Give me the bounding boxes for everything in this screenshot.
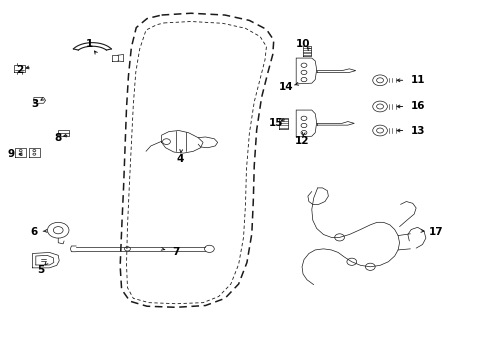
Text: 5: 5 — [37, 265, 44, 275]
Text: 14: 14 — [278, 82, 293, 93]
Text: 17: 17 — [427, 227, 442, 237]
Text: 1: 1 — [85, 40, 93, 49]
Text: 2: 2 — [17, 64, 24, 75]
Text: 6: 6 — [30, 227, 38, 237]
Text: 3: 3 — [31, 99, 39, 109]
Text: 13: 13 — [409, 126, 424, 135]
Text: 7: 7 — [172, 247, 180, 257]
Text: 9: 9 — [8, 149, 15, 159]
Text: 11: 11 — [409, 75, 424, 85]
Text: 10: 10 — [295, 39, 309, 49]
Text: 12: 12 — [294, 136, 308, 146]
Text: 15: 15 — [268, 118, 283, 128]
Text: 16: 16 — [409, 102, 424, 112]
Text: 8: 8 — [55, 133, 61, 143]
Text: 4: 4 — [176, 154, 183, 164]
